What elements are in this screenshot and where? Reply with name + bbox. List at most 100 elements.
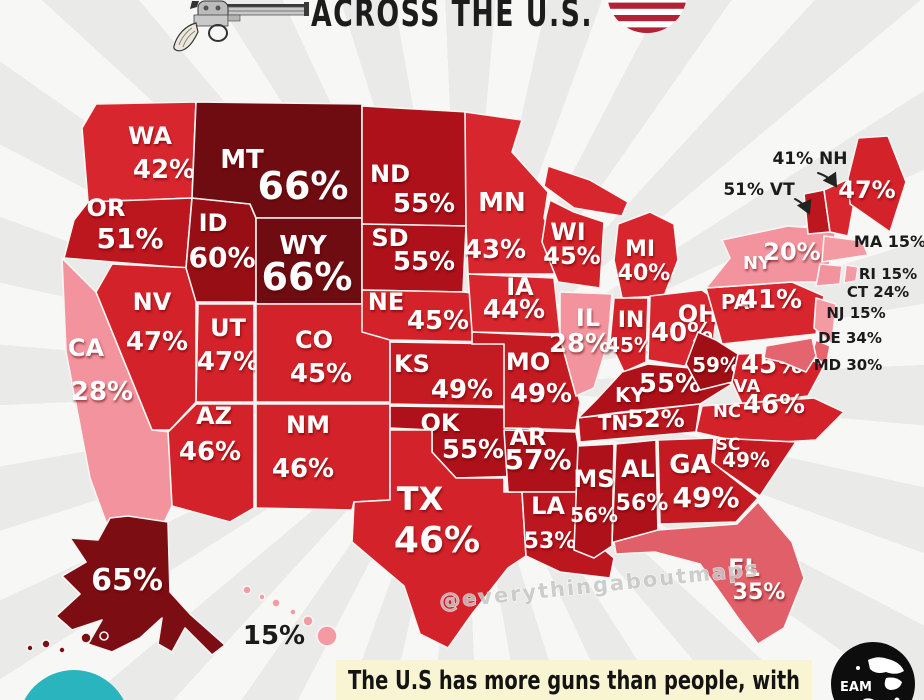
state-label-mi: MI [625, 237, 655, 262]
state-label-wa: 42% [133, 155, 195, 185]
callout-label: 41% NH [772, 149, 847, 169]
state-label-ny: 20% [763, 238, 820, 266]
arrows-layer [794, 171, 838, 215]
state-label-fl: FL [728, 554, 760, 582]
state-label-or: OR [87, 194, 126, 222]
state-ri [843, 264, 859, 284]
state-label-co: 45% [290, 359, 352, 389]
state-wi [541, 199, 605, 289]
state-label-tx: 46% [394, 520, 480, 561]
state-label-la: 53% [524, 529, 577, 554]
state-nc [695, 397, 845, 445]
state-sc [713, 437, 797, 497]
revolver-icon [173, 0, 309, 52]
state-label-tn: TN [598, 411, 628, 435]
state-il [559, 291, 613, 397]
state-label-sc: 49% [722, 448, 770, 472]
state-label-mo: 49% [510, 379, 572, 409]
banner-text: The U.S has more guns than people, with [348, 666, 800, 696]
state-md [763, 337, 817, 373]
callout-label: NJ 15% [826, 304, 885, 322]
state-label-wa: WA [128, 122, 172, 150]
state-label-wy: WY [279, 231, 328, 261]
state-ut [195, 303, 255, 403]
us-flag-icon [607, 0, 687, 33]
state-label-ar: 57% [504, 443, 571, 476]
callout-label: MA 15% [854, 232, 924, 251]
state-label-mn: MN [478, 188, 526, 218]
state-label-il: IL [576, 304, 600, 332]
state-ms [573, 443, 615, 559]
aleutian-island [80, 632, 92, 644]
state-label-ut: 47% [197, 347, 259, 377]
hawaii-island [302, 615, 314, 627]
callout-label: CT 24% [847, 283, 909, 301]
state-label-al: 56% [616, 491, 669, 516]
state-label-ga: GA [669, 450, 710, 480]
state-label-wy: 66% [262, 255, 353, 299]
state-ma [821, 235, 869, 263]
state-label-nv: 47% [126, 327, 188, 357]
state-label-tx: TX [397, 480, 444, 518]
state-label-nc: NC [713, 401, 741, 422]
state-label-ia: IA [506, 273, 534, 301]
state-or [63, 197, 193, 269]
state-label-id: ID [199, 209, 228, 237]
state-label-nv: NV [133, 288, 172, 316]
state-label-nc: 46% [743, 390, 805, 420]
state-label-fl: 35% [733, 580, 786, 605]
state-label-az: 46% [179, 437, 241, 467]
callout-label: 51% VT [723, 180, 795, 200]
state-label-in: 45% [606, 333, 654, 357]
state-wa [81, 101, 197, 203]
state-label-ks: 49% [431, 375, 493, 405]
state-label-ok: 55% [442, 435, 504, 465]
state-label-ak: 65% [91, 563, 163, 598]
state-label-me: 47% [838, 176, 895, 204]
state-label-ks: KS [394, 350, 430, 378]
state-label-mo: MO [506, 348, 550, 376]
state-label-ga: 49% [672, 481, 739, 514]
state-label-mt: 66% [258, 164, 349, 208]
state-label-ca: 28% [71, 377, 133, 407]
state-label-ne: 45% [407, 306, 469, 336]
state-label-pa: 41% [740, 285, 802, 315]
state-label-ut: UT [210, 314, 246, 342]
state-label-ne: NE [368, 288, 404, 316]
state-label-co: CO [295, 326, 333, 354]
vt-pointer-arrow [794, 198, 812, 215]
state-label-sd: SD [371, 224, 408, 252]
state-label-ia: 44% [483, 295, 545, 325]
hawaii-island [271, 598, 281, 608]
state-in [609, 297, 649, 373]
state-tx [351, 429, 527, 649]
hawaii-island [289, 608, 297, 616]
state-label-sd: 55% [393, 247, 455, 277]
state-label-nd: 55% [393, 189, 455, 219]
state-label-in: IN [618, 308, 645, 333]
state-label-wv: 59% [692, 353, 740, 377]
state-label-ca: CA [68, 334, 105, 362]
bottom-banner: The U.S has more guns than people, with [336, 660, 812, 700]
aleutian-island [41, 639, 51, 649]
hawaii-island [316, 625, 338, 647]
state-label-nd: ND [370, 160, 410, 188]
state-label-sc: SC [716, 435, 741, 455]
state-label-wi: WI [550, 218, 585, 246]
hawaii-island [258, 593, 266, 601]
state-label-id: 60% [188, 241, 255, 274]
state-label-pa: PA [721, 290, 750, 314]
logo-text: EAM [840, 680, 872, 695]
state-label-ar: AR [509, 423, 546, 451]
nh-pointer-arrow [817, 171, 838, 188]
state-mi [613, 211, 679, 299]
state-mi-up [543, 165, 629, 217]
state-label-nm: NM [286, 411, 330, 439]
page-title: ACROSS THE U.S. [311, 0, 593, 35]
state-label-ms: 56% [570, 503, 618, 527]
state-nh [823, 179, 857, 237]
state-ct [815, 263, 843, 287]
state-ny [705, 225, 837, 289]
